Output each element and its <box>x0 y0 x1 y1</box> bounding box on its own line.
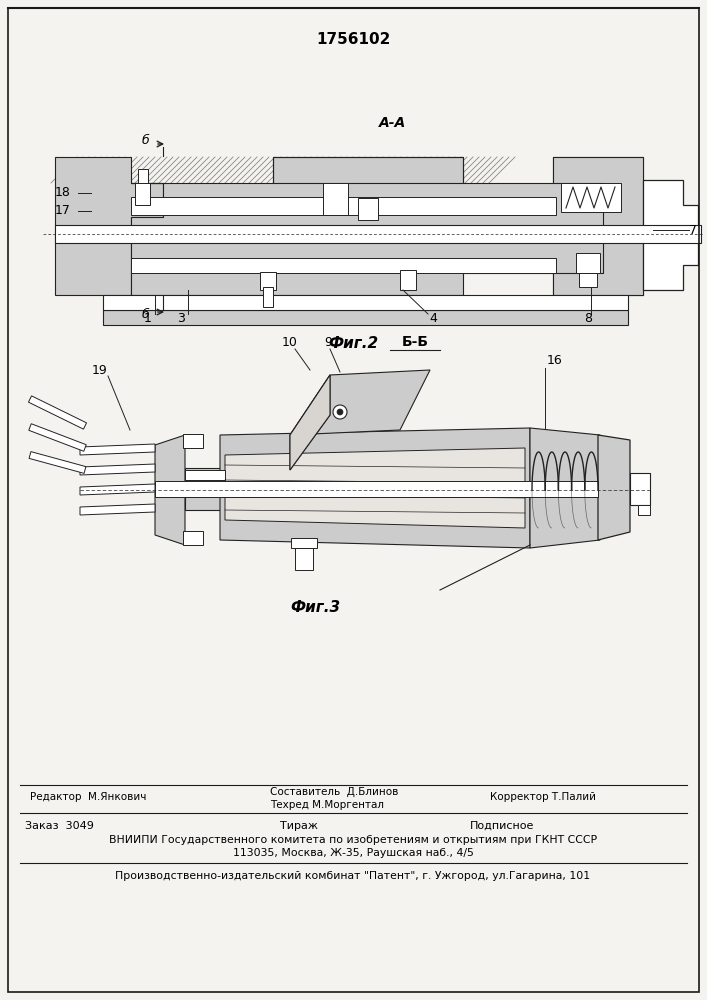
Text: Заказ  3049: Заказ 3049 <box>25 821 94 831</box>
Bar <box>576 253 600 273</box>
Text: 8: 8 <box>584 312 592 326</box>
Polygon shape <box>80 504 155 515</box>
Bar <box>135 183 150 205</box>
Bar <box>183 434 203 448</box>
Polygon shape <box>80 444 155 455</box>
Polygon shape <box>290 370 430 435</box>
Bar <box>263 287 273 307</box>
Polygon shape <box>598 435 630 540</box>
Circle shape <box>337 409 343 415</box>
Text: Тираж: Тираж <box>280 821 318 831</box>
Polygon shape <box>553 157 643 295</box>
Text: Производственно-издательский комбинат "Патент", г. Ужгород, ул.Гагарина, 101: Производственно-издательский комбинат "П… <box>115 871 590 881</box>
Text: б: б <box>141 134 149 147</box>
Bar <box>291 538 317 548</box>
Text: ВНИИПИ Государственного комитета по изобретениям и открытиям при ГКНТ СССР: ВНИИПИ Государственного комитета по изоб… <box>109 835 597 845</box>
Bar <box>138 169 148 183</box>
Text: 10: 10 <box>282 336 298 349</box>
Polygon shape <box>225 448 525 528</box>
Bar <box>273 157 463 183</box>
Polygon shape <box>290 375 330 470</box>
Bar <box>185 468 225 510</box>
FancyArrow shape <box>29 424 86 451</box>
Text: 7: 7 <box>689 224 697 236</box>
Text: 17: 17 <box>55 205 71 218</box>
Text: Техред М.Моргентал: Техред М.Моргентал <box>270 800 384 810</box>
Bar <box>103 310 628 325</box>
Text: Корректор Т.Палий: Корректор Т.Палий <box>490 792 596 802</box>
Text: 16: 16 <box>547 354 563 366</box>
Bar <box>103 295 628 310</box>
Bar <box>638 505 650 515</box>
Text: Фиг.3: Фиг.3 <box>290 600 340 615</box>
Bar <box>131 197 556 215</box>
Polygon shape <box>530 428 600 548</box>
Bar <box>561 183 621 212</box>
Bar <box>400 270 416 290</box>
Bar <box>183 531 203 545</box>
Polygon shape <box>220 428 530 548</box>
Bar <box>131 258 556 273</box>
Text: А-А: А-А <box>380 116 407 130</box>
Bar <box>295 548 313 570</box>
Polygon shape <box>80 484 155 495</box>
Text: 1: 1 <box>144 312 152 326</box>
FancyArrow shape <box>28 396 86 429</box>
Text: Редактор  М.Янкович: Редактор М.Янкович <box>30 792 146 802</box>
Bar <box>260 272 276 290</box>
Text: Фиг.2: Фиг.2 <box>328 336 378 351</box>
Text: 19: 19 <box>92 363 108 376</box>
Text: Составитель  Д.Блинов: Составитель Д.Блинов <box>270 787 398 797</box>
Text: б: б <box>141 308 149 322</box>
Text: Б-Б: Б-Б <box>402 335 428 349</box>
Circle shape <box>333 405 347 419</box>
Text: 4: 4 <box>429 312 437 326</box>
Text: Подписное: Подписное <box>470 821 534 831</box>
Polygon shape <box>643 180 698 290</box>
Text: 18: 18 <box>55 186 71 200</box>
Polygon shape <box>155 435 185 545</box>
FancyArrow shape <box>29 452 86 473</box>
Polygon shape <box>131 157 643 295</box>
Bar <box>579 273 597 287</box>
Bar <box>358 198 378 220</box>
Bar <box>55 225 701 243</box>
Bar <box>155 481 598 497</box>
Text: 9: 9 <box>324 336 332 349</box>
Text: 3: 3 <box>177 312 185 326</box>
Bar <box>185 470 225 480</box>
Polygon shape <box>55 157 163 295</box>
Text: 113035, Москва, Ж-35, Раушская наб., 4/5: 113035, Москва, Ж-35, Раушская наб., 4/5 <box>233 848 474 858</box>
Bar <box>630 473 650 505</box>
Bar <box>323 183 348 215</box>
Text: 1756102: 1756102 <box>316 32 390 47</box>
Polygon shape <box>80 464 155 475</box>
